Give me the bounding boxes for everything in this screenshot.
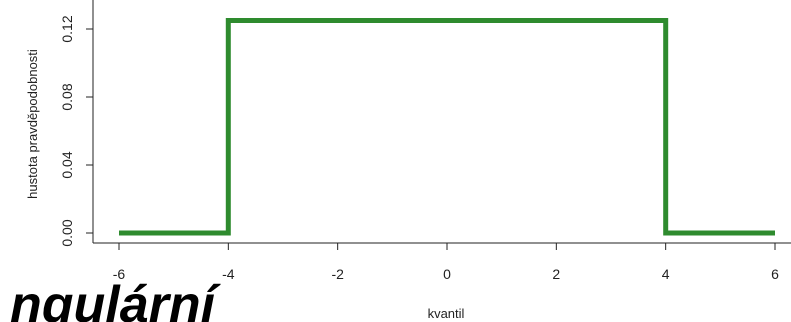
x-tick-label: -6 [113,266,126,282]
axes: 0.00 0.04 0.08 0.12 -6 -4 -2 0 2 4 6 [59,0,791,282]
x-tick-label: 6 [771,266,779,282]
x-tick-label: 0 [443,266,451,282]
y-tick-label: 0.12 [59,15,75,42]
x-axis-title: kvantil [428,306,465,321]
y-axis-title: hustota pravděpodobnosti [25,49,40,199]
y-tick-label: 0.00 [59,219,75,246]
x-tick-label: -2 [331,266,344,282]
overlay-heading-text: ngulární [10,276,222,322]
y-tick-label: 0.08 [59,83,75,110]
density-line-series-0 [119,18,775,236]
labels: hustota pravděpodobnosti kvantil [25,49,465,321]
y-tick-label: 0.04 [59,151,75,178]
x-tick-label: 4 [662,266,670,282]
series-layer [119,18,775,236]
x-tick-label: -4 [222,266,235,282]
x-tick-label: 2 [552,266,560,282]
